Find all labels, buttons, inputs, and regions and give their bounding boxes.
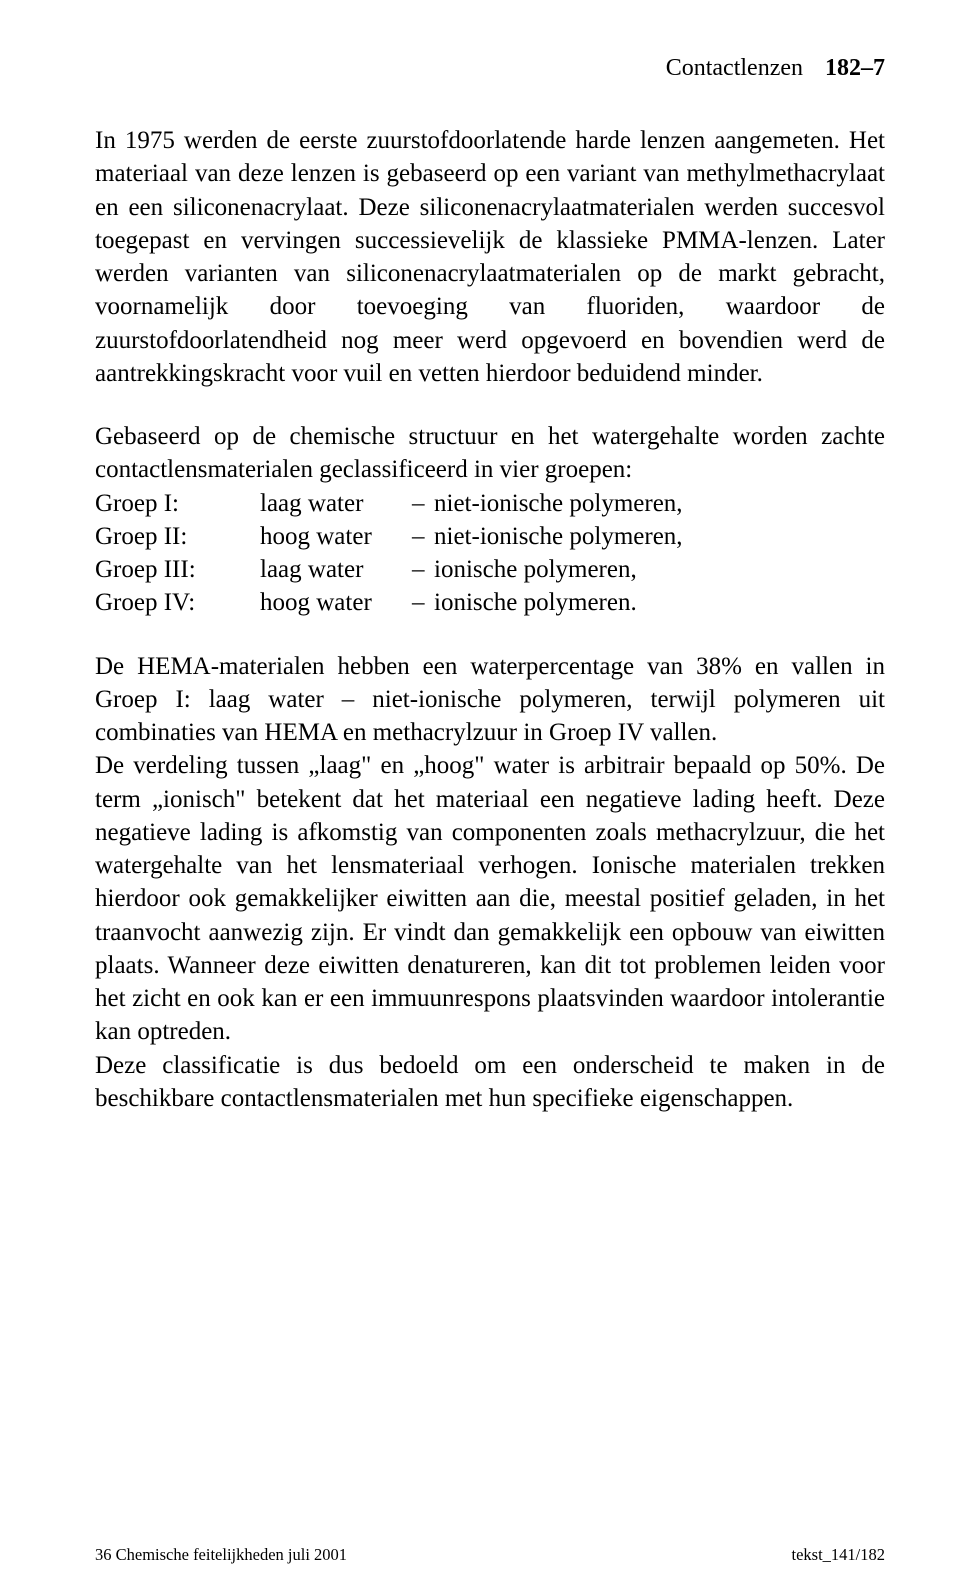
group-water: hoog water — [260, 520, 412, 553]
group-row: Groep III: laag water – ionische polymer… — [95, 553, 885, 586]
group-desc: ionische polymeren, — [434, 553, 885, 586]
group-label: Groep IV: — [95, 586, 260, 619]
group-dash: – — [412, 487, 434, 520]
footer-left: 36 Chemische feitelijkheden juli 2001 — [95, 1545, 347, 1565]
group-label: Groep II: — [95, 520, 260, 553]
group-row: Groep II: hoog water – niet-ionische pol… — [95, 520, 885, 553]
group-water: hoog water — [260, 586, 412, 619]
paragraph-3b: De verdeling tussen „laag" en „hoog" wat… — [95, 749, 885, 1048]
group-desc: ionische polymeren. — [434, 586, 885, 619]
paragraph-3c: Deze classificatie is dus bedoeld om een… — [95, 1049, 885, 1116]
header-title: Contactlenzen — [666, 55, 803, 81]
paragraph-3a: De HEMA-materialen hebben een waterperce… — [95, 650, 885, 750]
group-water: laag water — [260, 553, 412, 586]
group-dash: – — [412, 586, 434, 619]
group-desc: niet-ionische polymeren, — [434, 520, 885, 553]
group-water: laag water — [260, 487, 412, 520]
paragraph-3: De HEMA-materialen hebben een waterperce… — [95, 650, 885, 1116]
groups-table: Groep I: laag water – niet-ionische poly… — [95, 487, 885, 620]
page-header: Contactlenzen 182–7 — [95, 55, 885, 82]
group-dash: – — [412, 520, 434, 553]
footer-right: tekst_141/182 — [792, 1545, 886, 1565]
document-page: Contactlenzen 182–7 In 1975 werden de ee… — [0, 0, 960, 1195]
group-row: Groep I: laag water – niet-ionische poly… — [95, 487, 885, 520]
page-footer: 36 Chemische feitelijkheden juli 2001 te… — [95, 1545, 885, 1565]
group-desc: niet-ionische polymeren, — [434, 487, 885, 520]
paragraph-2: Gebaseerd op de chemische structuur en h… — [95, 420, 885, 620]
paragraph-1: In 1975 werden de eerste zuurstofdoorlat… — [95, 124, 885, 390]
group-label: Groep I: — [95, 487, 260, 520]
body-content: In 1975 werden de eerste zuurstofdoorlat… — [95, 124, 885, 1115]
group-dash: – — [412, 553, 434, 586]
paragraph-2-intro: Gebaseerd op de chemische structuur en h… — [95, 420, 885, 487]
group-label: Groep III: — [95, 553, 260, 586]
header-page-number: 182–7 — [825, 55, 885, 81]
group-row: Groep IV: hoog water – ionische polymere… — [95, 586, 885, 619]
